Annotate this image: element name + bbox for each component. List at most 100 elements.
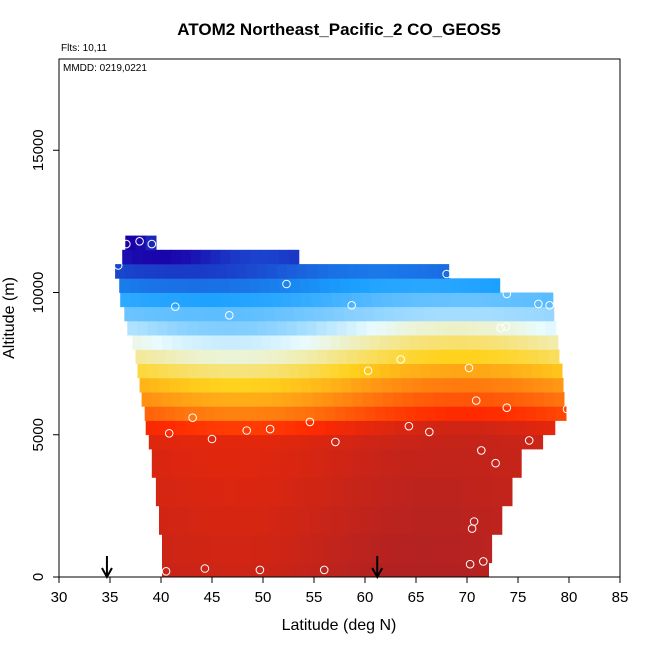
- heatmap-cell: [363, 477, 375, 507]
- heatmap-cell: [489, 278, 501, 293]
- observation-point: [465, 559, 475, 569]
- heatmap-cell: [284, 477, 295, 507]
- heatmap-cell: [344, 306, 355, 322]
- observation-point: [319, 565, 329, 575]
- heatmap-cell: [219, 434, 231, 450]
- observation-point: [171, 302, 180, 312]
- observation-point: [161, 567, 171, 576]
- heatmap-cell: [181, 335, 193, 350]
- heatmap-cell: [240, 377, 252, 393]
- heatmap-cell: [453, 392, 464, 407]
- heatmap-cell: [266, 349, 278, 364]
- heatmap-cell: [215, 420, 227, 436]
- heatmap-cell: [377, 264, 389, 279]
- heatmap-cell: [302, 392, 314, 407]
- heatmap-cell: [167, 320, 178, 336]
- heatmap-cell: [451, 449, 462, 478]
- heatmap-cell: [511, 363, 522, 379]
- heatmap-cell: [205, 477, 216, 507]
- heatmap-cell: [405, 420, 416, 436]
- heatmap-cell: [512, 377, 524, 393]
- heatmap-cell: [204, 306, 215, 322]
- heatmap-cell: [492, 292, 503, 308]
- heatmap-cell: [551, 363, 563, 379]
- heatmap-cell: [264, 306, 275, 322]
- heatmap-cell: [259, 505, 271, 535]
- heatmap-cell: [124, 306, 135, 322]
- heatmap-cell: [518, 349, 530, 364]
- heatmap-cell: [229, 434, 241, 450]
- heatmap-cell: [187, 320, 198, 336]
- heatmap-cell: [359, 335, 371, 350]
- heatmap-cell: [269, 278, 280, 293]
- heatmap-cell: [401, 377, 413, 393]
- heatmap-cell: [174, 306, 185, 322]
- heatmap-cell: [245, 406, 256, 421]
- observation-point: [501, 322, 511, 331]
- heatmap-cell: [403, 306, 415, 322]
- heatmap-cell: [403, 477, 414, 507]
- heatmap-cell: [265, 420, 276, 436]
- heatmap-cell: [189, 505, 200, 535]
- heatmap-cell: [512, 292, 524, 308]
- heatmap-cell: [211, 449, 223, 478]
- heatmap-cell: [199, 434, 210, 450]
- observation-point: [496, 323, 506, 333]
- x-tick-label: 45: [204, 589, 221, 606]
- heatmap-cell: [157, 363, 169, 379]
- heatmap-cell: [269, 249, 280, 265]
- heatmap-cell: [462, 377, 473, 393]
- heatmap-cell: [315, 420, 326, 436]
- observation-point: [265, 424, 275, 434]
- heatmap-cell: [481, 434, 493, 450]
- heatmap-cell: [274, 306, 285, 322]
- heatmap-cell: [231, 335, 242, 350]
- heatmap-cell: [407, 349, 419, 364]
- observation-point: [200, 564, 210, 573]
- heatmap-cell: [470, 363, 482, 379]
- heatmap-cell: [201, 392, 213, 407]
- heatmap-cell: [419, 562, 430, 578]
- heatmap-cell: [512, 434, 523, 450]
- heatmap-cell: [314, 306, 325, 322]
- heatmap-cell: [481, 534, 493, 564]
- heatmap-cell: [244, 477, 256, 507]
- heatmap-cell: [210, 292, 222, 308]
- heatmap-cell: [221, 449, 233, 478]
- heatmap-cell: [452, 377, 463, 393]
- heatmap-cell: [252, 392, 263, 407]
- heatmap-cell: [251, 449, 263, 478]
- heatmap-cell: [419, 278, 431, 293]
- heatmap-cell: [376, 320, 387, 336]
- heatmap-cell: [428, 264, 440, 279]
- heatmap-cell: [336, 320, 348, 336]
- heatmap-cell: [231, 534, 243, 564]
- heatmap-cell: [421, 449, 432, 478]
- heatmap-cell: [542, 292, 554, 308]
- heatmap-cell: [241, 335, 252, 350]
- heatmap-cell: [221, 534, 233, 564]
- heatmap-cell: [417, 349, 429, 364]
- heatmap-cell: [260, 377, 272, 393]
- heatmap-cell: [350, 505, 362, 535]
- heatmap-cell: [151, 449, 163, 478]
- heatmap-cell: [543, 306, 555, 322]
- heatmap-cell: [174, 406, 186, 421]
- heatmap-cell: [327, 264, 339, 279]
- heatmap-cell: [330, 335, 341, 350]
- heatmap-cell: [206, 264, 217, 279]
- heatmap-cell: [184, 306, 195, 322]
- heatmap-cell: [399, 278, 411, 293]
- heatmap-cell: [300, 335, 312, 350]
- heatmap-cell: [165, 420, 177, 436]
- heatmap-cell: [276, 349, 288, 364]
- heatmap-cell: [310, 335, 321, 350]
- heatmap-cell: [502, 477, 513, 507]
- heatmap-cell: [148, 434, 160, 450]
- heatmap-cell: [432, 292, 443, 308]
- observation-point: [425, 427, 434, 437]
- heatmap-cell: [172, 534, 183, 564]
- heatmap-cell: [389, 562, 400, 578]
- heatmap-cell: [411, 505, 422, 535]
- heatmap-cell: [132, 335, 143, 350]
